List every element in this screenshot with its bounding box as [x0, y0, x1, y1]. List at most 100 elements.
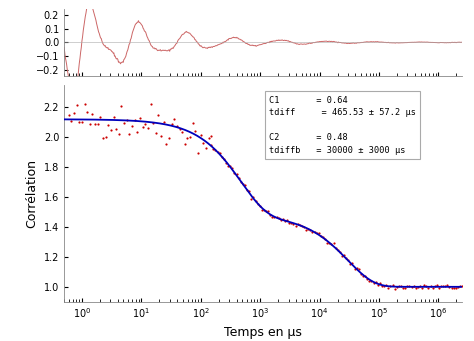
Point: [275, 216, 283, 221]
Point: [323, 240, 331, 246]
Point: [309, 229, 316, 235]
Point: [264, 209, 272, 214]
Point: [181, 142, 189, 147]
Point: [346, 261, 354, 267]
Point: [283, 218, 291, 223]
Point: [456, 284, 464, 289]
Point: [81, 101, 88, 107]
Point: [439, 284, 447, 289]
Point: [406, 284, 413, 289]
Point: [433, 283, 441, 288]
Point: [239, 181, 246, 187]
Point: [171, 117, 178, 122]
Point: [454, 284, 462, 290]
Point: [425, 285, 432, 291]
X-axis label: Temps en μs: Temps en μs: [224, 326, 302, 339]
Point: [380, 283, 388, 289]
Point: [139, 124, 146, 130]
Point: [364, 276, 371, 281]
Point: [212, 148, 219, 153]
Point: [336, 250, 344, 255]
Point: [147, 102, 155, 107]
Point: [345, 257, 352, 263]
Point: [115, 131, 123, 137]
Point: [131, 117, 138, 122]
Point: [420, 282, 428, 287]
Point: [338, 253, 346, 258]
Point: [290, 221, 297, 226]
Point: [252, 198, 259, 204]
Point: [438, 283, 445, 288]
Point: [262, 208, 270, 214]
Point: [102, 134, 109, 139]
Point: [165, 135, 173, 141]
Point: [351, 266, 358, 271]
Point: [233, 172, 240, 177]
Point: [441, 283, 449, 288]
Point: [65, 112, 73, 117]
Point: [384, 285, 392, 291]
Point: [227, 163, 234, 168]
Point: [294, 221, 301, 227]
Point: [228, 165, 236, 171]
Point: [214, 149, 221, 154]
Point: [458, 284, 466, 289]
Point: [361, 274, 369, 279]
Point: [97, 115, 104, 120]
Point: [399, 285, 407, 291]
Point: [86, 121, 93, 127]
Point: [342, 255, 350, 261]
Point: [247, 196, 255, 202]
Point: [128, 123, 136, 129]
Point: [332, 246, 339, 251]
Point: [99, 136, 107, 141]
Point: [279, 217, 287, 222]
Point: [412, 285, 419, 291]
Point: [216, 150, 223, 156]
Point: [422, 283, 430, 289]
Point: [75, 119, 83, 124]
Point: [353, 266, 361, 271]
Point: [94, 121, 101, 127]
Point: [374, 282, 382, 288]
Point: [416, 284, 424, 289]
Point: [378, 283, 386, 289]
Point: [78, 119, 86, 124]
Point: [237, 179, 245, 185]
Point: [414, 284, 422, 289]
Point: [383, 282, 390, 288]
Point: [168, 121, 175, 127]
Point: [243, 188, 251, 193]
Point: [450, 285, 457, 291]
Point: [67, 118, 75, 123]
Point: [395, 284, 403, 289]
Point: [173, 123, 181, 128]
Point: [235, 175, 242, 181]
Point: [194, 151, 202, 156]
Point: [205, 135, 212, 140]
Point: [307, 227, 314, 233]
Point: [313, 230, 320, 236]
Point: [254, 201, 261, 207]
Point: [250, 195, 257, 200]
Point: [246, 188, 253, 194]
Point: [89, 112, 96, 117]
Point: [300, 224, 308, 230]
Point: [330, 241, 337, 246]
Point: [418, 285, 426, 291]
Point: [285, 220, 293, 225]
Point: [446, 284, 453, 290]
Point: [334, 247, 342, 253]
Point: [368, 278, 375, 283]
Point: [222, 160, 230, 166]
Y-axis label: Corrélation: Corrélation: [25, 159, 38, 228]
Point: [403, 283, 411, 289]
Point: [208, 133, 215, 139]
Point: [104, 122, 112, 128]
Point: [260, 207, 268, 213]
Point: [311, 230, 319, 235]
Point: [288, 220, 295, 226]
Point: [210, 146, 217, 152]
Point: [391, 286, 399, 291]
Point: [157, 133, 165, 138]
